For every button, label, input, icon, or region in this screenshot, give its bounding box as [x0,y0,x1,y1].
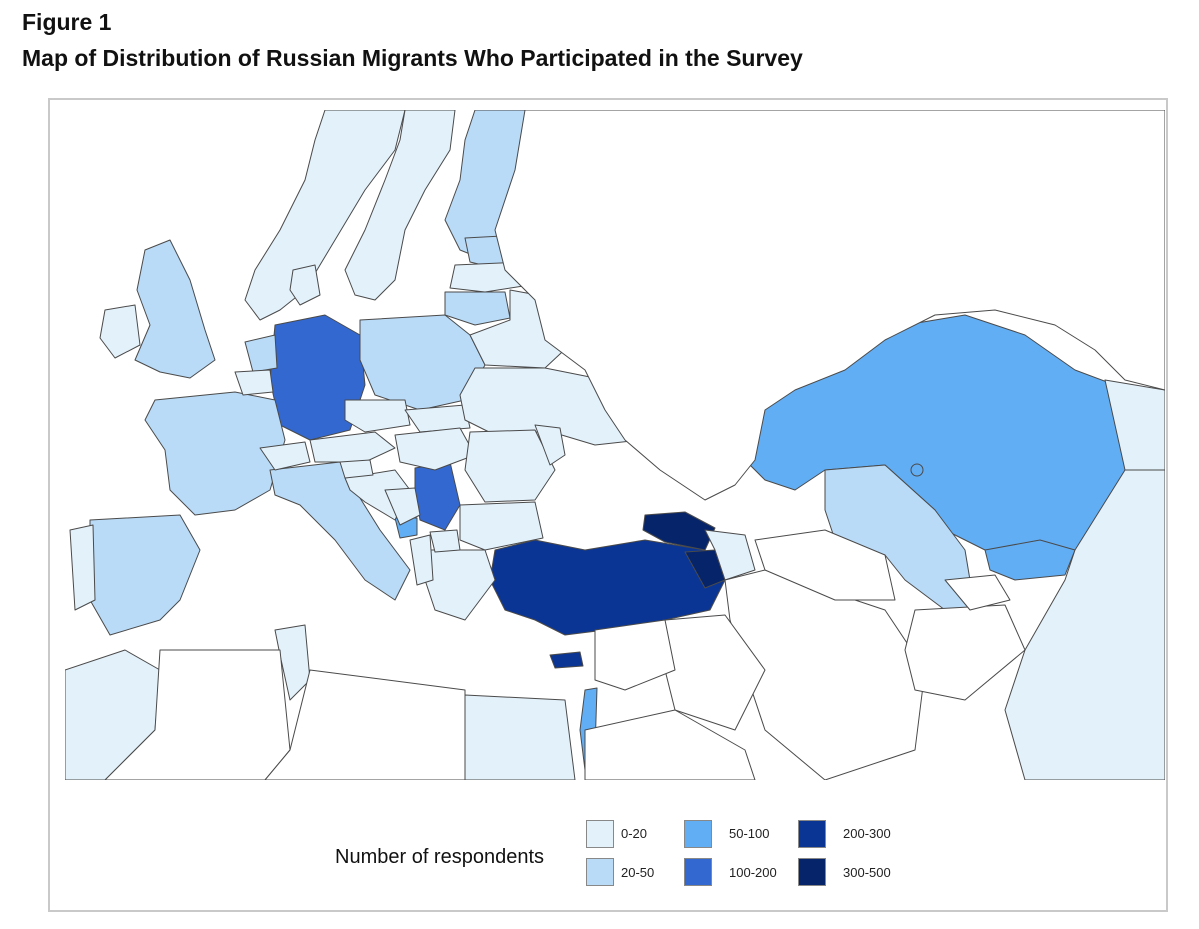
legend-label-50-100: 50-100 [729,826,770,841]
region-switzerland [259,441,311,471]
legend-swatch-50-100 [684,820,712,848]
region-portugal [69,524,96,611]
region-ireland [99,304,141,359]
region-germany [269,314,366,441]
map-regions [65,110,1165,780]
region-azerbaijan [704,529,756,581]
legend-label-100-200: 100-200 [729,865,777,880]
legend-swatch-300-500 [798,858,826,886]
lake-marker [910,463,924,477]
region-georgia [642,511,716,551]
region-united-kingdom [134,239,216,379]
region-sweden [344,110,456,301]
region-hungary [394,427,476,471]
legend-label-200-300: 200-300 [843,826,891,841]
region-algeria [104,649,291,780]
region-kyrgyzstan [984,539,1076,581]
region-mongolia [1104,379,1165,471]
figure-title: Map of Distribution of Russian Migrants … [22,45,803,71]
region-cyprus [549,651,584,669]
region-netherlands [244,334,278,373]
choropleth-map [65,110,1165,780]
legend-swatch-20-50 [586,858,614,886]
region-russia [494,110,1165,501]
region-belgium [234,369,274,396]
region-france [144,391,286,516]
region-north-macedonia [429,529,461,553]
region-spain [89,514,201,636]
region-albania [409,534,434,586]
region-afghanistan [904,604,1026,701]
region-bosnia-and-herzegovina [384,487,421,526]
region-slovakia [404,404,471,433]
region-romania [464,429,556,503]
legend-swatch-100-200 [684,858,712,886]
legend-label-0-20: 0-20 [621,826,648,841]
legend-swatch-200-300 [798,820,826,848]
legend-swatch-0-20 [586,820,614,848]
region-china [1004,469,1165,780]
region-denmark [289,264,321,306]
map-panel: Number of respondents 0-20 20-50 50-100 … [48,98,1168,912]
region-libya [264,669,466,780]
region-austria [309,431,396,463]
legend-label-300-500: 300-500 [843,865,891,880]
region-saudi-arabia [584,709,756,780]
region-moldova [534,424,566,466]
region-turkmenistan [754,529,896,601]
region-lithuania [444,291,511,326]
region-czechia [344,399,411,433]
region-egypt [464,694,576,780]
region-slovenia [339,459,374,479]
region-tajikistan [944,574,1011,611]
region-bulgaria [459,501,544,551]
legend-title: Number of respondents [335,846,545,868]
region-norway [244,110,406,321]
legend-label-20-50: 20-50 [621,865,655,880]
figure-label: Figure 1 [22,9,112,35]
region-turkey [489,539,726,636]
region-syria [594,619,676,691]
